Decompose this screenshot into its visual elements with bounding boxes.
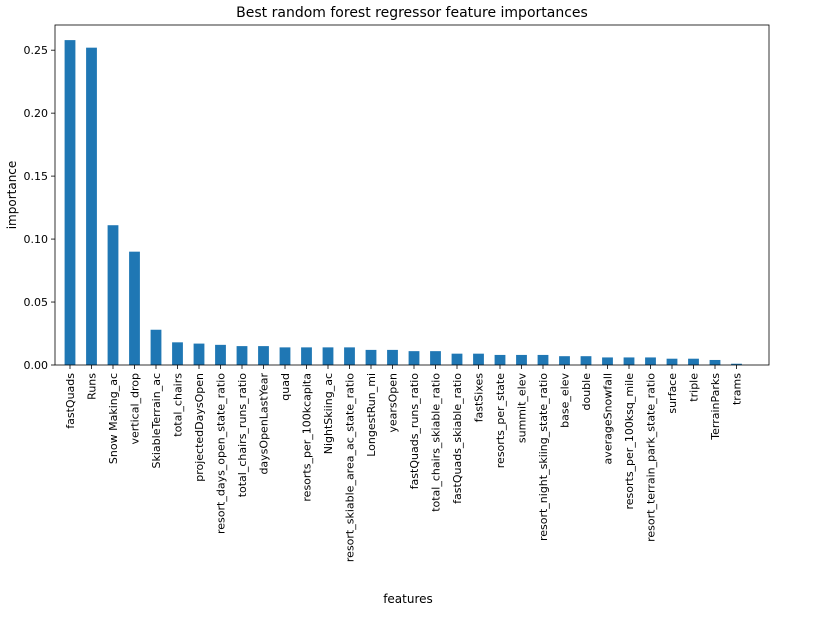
x-tick-label: trams	[731, 373, 744, 405]
x-tick-label: base_elev	[559, 373, 572, 428]
bar-resort_skiable_area_ac_state_ratio	[344, 347, 355, 365]
bar-projectedDaysOpen	[193, 343, 205, 365]
x-tick-label: Runs	[86, 373, 99, 400]
x-tick-label: averageSnowfall	[602, 373, 615, 464]
x-tick-label: total_chairs_skiable_ratio	[430, 373, 443, 512]
bar-resort_days_open_state_ratio	[215, 344, 226, 365]
bar-daysOpenLastYear	[258, 346, 269, 365]
bar-total_chairs_runs_ratio	[236, 346, 248, 365]
y-axis-ticks: 0.00 0.05 0.10 0.15 0.20 0.25	[24, 44, 55, 372]
bar-Runs	[86, 47, 97, 366]
y-axis-label: importance	[5, 161, 19, 230]
bar-resort_terrain_park_state_ratio	[645, 357, 656, 365]
bar-total_chairs	[172, 342, 183, 365]
bar-trams	[731, 363, 742, 365]
bar-resorts_per_100kcapita	[301, 347, 312, 365]
bar-resorts_per_state	[494, 354, 506, 365]
bar-fastQuads_runs_ratio	[408, 351, 420, 365]
bar-base_elev	[559, 356, 570, 365]
x-axis-label: features	[383, 592, 433, 606]
x-tick-label: resorts_per_100kcapita	[301, 373, 314, 502]
y-tick-label: 0.10	[24, 233, 49, 246]
y-tick-label: 0.20	[24, 107, 49, 120]
plot-frame	[54, 24, 770, 366]
bar-double	[580, 356, 592, 365]
bar-summit_elev	[516, 354, 527, 365]
bar-yearsOpen	[387, 349, 398, 365]
x-tick-label: TerrainParks	[709, 373, 722, 441]
bar-LongestRun_mi	[365, 349, 377, 365]
x-tick-label: quad	[279, 373, 292, 401]
bar-resort_night_skiing_state_ratio	[537, 354, 549, 365]
bar-triple	[688, 358, 699, 365]
x-tick-label: double	[580, 373, 593, 411]
y-tick-label: 0.00	[24, 359, 49, 372]
bar-quad	[279, 347, 291, 365]
y-tick-label: 0.15	[24, 170, 49, 183]
x-axis-ticks: fastQuads Runs Snow Making_ac vertical_drop…	[64, 365, 744, 562]
x-tick-label: resort_night_skiing_state_ratio	[537, 373, 550, 541]
bar-averageSnowfall	[602, 357, 613, 365]
bar-Snow Making_ac	[107, 225, 119, 365]
bar-fastQuads	[64, 40, 76, 366]
bar-NightSkiing_ac	[322, 347, 334, 365]
x-tick-label: daysOpenLastYear	[258, 373, 271, 475]
x-tick-label: NightSkiing_ac	[322, 373, 335, 454]
bar-TerrainParks	[709, 359, 721, 365]
bar-surface	[666, 358, 678, 365]
x-tick-label: projectedDaysOpen	[193, 373, 206, 482]
bar-vertical_drop	[129, 251, 140, 365]
chart-title: Best random forest regressor feature imp…	[236, 5, 588, 21]
x-tick-label: fastSixes	[473, 373, 486, 423]
bar-SkiableTerrain_ac	[150, 329, 162, 365]
y-tick-label: 0.25	[24, 44, 49, 57]
x-tick-label: resort_skiable_area_ac_state_ratio	[344, 373, 357, 562]
x-tick-label: Snow Making_ac	[107, 373, 120, 464]
x-tick-label: fastQuads_skiable_ratio	[451, 373, 464, 504]
x-tick-label: resort_days_open_state_ratio	[215, 373, 228, 534]
x-tick-label: fastQuads	[64, 373, 77, 429]
x-tick-label: resort_terrain_park_state_ratio	[645, 373, 658, 542]
bars-group	[64, 40, 742, 366]
x-tick-label: SkiableTerrain_ac	[150, 373, 163, 468]
x-tick-label: triple	[688, 373, 701, 402]
bar-fastQuads_skiable_ratio	[451, 353, 463, 365]
x-tick-label: vertical_drop	[129, 373, 142, 445]
bar-total_chairs_skiable_ratio	[430, 351, 441, 365]
x-tick-label: yearsOpen	[387, 373, 400, 433]
x-tick-label: total_chairs_runs_ratio	[236, 373, 249, 498]
bar-fastSixes	[473, 353, 484, 365]
x-tick-label: total_chairs	[172, 373, 185, 437]
x-tick-label: LongestRun_mi	[365, 373, 378, 457]
x-tick-label: fastQuads_runs_ratio	[408, 373, 421, 490]
x-tick-label: summit_elev	[516, 373, 529, 444]
bar-resorts_per_100ksq_mile	[623, 357, 635, 365]
x-tick-label: resorts_per_100ksq_mile	[623, 373, 636, 510]
x-tick-label: resorts_per_state	[494, 373, 507, 468]
y-tick-label: 0.05	[24, 296, 49, 309]
x-tick-label: surface	[666, 373, 679, 414]
